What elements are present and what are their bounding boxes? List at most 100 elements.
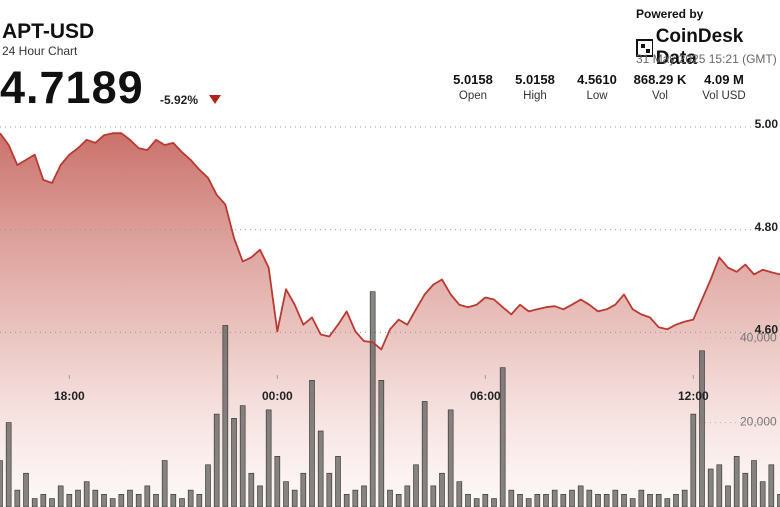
volume-bar <box>603 494 610 507</box>
volume-bar <box>291 489 298 507</box>
volume-bar <box>560 494 567 507</box>
brand: CoinDesk Data <box>655 26 744 69</box>
volume-bar <box>196 494 203 507</box>
stat: 5.0158 High <box>500 72 570 102</box>
volume-bar <box>543 494 549 507</box>
volume-bar <box>647 494 653 507</box>
volume-bar <box>491 498 497 507</box>
volume-bar <box>586 489 593 507</box>
symbol: APT-USD <box>2 20 95 43</box>
down-arrow <box>209 95 221 104</box>
volume-bar <box>517 494 523 507</box>
volume-bar <box>83 481 90 507</box>
stat-label: High <box>523 90 547 102</box>
volume-bar <box>153 494 159 507</box>
volume-bar <box>222 325 229 507</box>
volume-bar <box>179 498 185 507</box>
volume-bar <box>161 460 168 507</box>
volume-bar <box>629 498 636 507</box>
price-line <box>0 132 780 351</box>
timestamp: 31 May 2025 15:21 (GMT) <box>636 52 777 66</box>
volume-bar <box>317 430 324 507</box>
volume-bar <box>14 489 21 507</box>
brand-logo: CoinDesk Data <box>636 26 780 70</box>
x-tick-label: 06:00 <box>470 389 501 403</box>
volume-bar <box>525 498 532 507</box>
change: -5.92% <box>160 93 199 107</box>
volume-bar <box>369 291 376 507</box>
volume-bar <box>777 494 780 507</box>
y2-tick-label: 20,000 <box>740 415 777 429</box>
volume-bar <box>655 494 662 507</box>
stat: 4.09 M Vol USD <box>689 72 759 102</box>
volume-bar <box>577 485 584 507</box>
volume-bar <box>378 380 385 507</box>
volume-bar <box>690 413 697 507</box>
volume-bar <box>716 464 723 507</box>
volume-bar <box>23 472 29 507</box>
volume-bar <box>699 350 705 507</box>
volume-bar <box>0 460 3 507</box>
x-tick-label: 18:00 <box>54 389 85 403</box>
y2-tick-label: 40,000 <box>740 330 777 344</box>
volume-bar <box>283 481 289 507</box>
stat-label: Vol <box>652 90 668 102</box>
volume-bar <box>439 472 445 507</box>
volume-bar <box>170 494 177 507</box>
logo-icon <box>636 39 653 57</box>
volume-bar <box>326 472 333 507</box>
volume-bar <box>612 489 619 507</box>
powered-by: Powered by <box>636 7 704 21</box>
price: 4.7189 <box>0 62 144 113</box>
price-area <box>0 133 780 507</box>
volume-bar <box>265 409 272 507</box>
volume-bar <box>664 498 671 507</box>
volume-bar <box>205 464 211 507</box>
volume-bar <box>465 494 471 507</box>
volume-bar <box>335 456 341 507</box>
volume-bar <box>595 494 601 507</box>
volume-bar <box>508 489 515 507</box>
volume-bar <box>187 489 194 507</box>
stat-value: 5.0158 <box>515 72 555 87</box>
x-tick-label: 12:00 <box>678 389 709 403</box>
y-tick-label: 4.80 <box>755 220 779 234</box>
subtitle: 24 Hour Chart <box>2 44 78 58</box>
x-tick-label: 00:00 <box>262 389 293 403</box>
volume-bar <box>421 401 428 507</box>
volume-bar <box>257 485 263 507</box>
stat-value: 4.5610 <box>577 72 617 87</box>
volume-bar <box>343 494 350 507</box>
volume-bar <box>681 489 688 507</box>
volume-bar <box>456 481 463 507</box>
volume-bar <box>569 489 575 507</box>
volume-bar <box>673 494 679 507</box>
stat-value: 868.29 K <box>633 72 687 87</box>
volume-bar <box>231 418 237 507</box>
volume-bar <box>300 472 307 507</box>
volume-bar <box>473 498 480 507</box>
volume-bar <box>239 405 246 507</box>
volume-bar <box>621 494 627 507</box>
stat-label: Low <box>586 90 608 102</box>
stat-label: Open <box>458 90 488 102</box>
stat-value: 4.09 M <box>704 72 744 87</box>
volume-bar <box>447 409 454 507</box>
volume-bar <box>213 413 220 507</box>
volume-bar <box>101 494 107 507</box>
volume-bar <box>534 494 541 507</box>
volume-bar <box>31 498 38 507</box>
volume-bar <box>49 498 55 507</box>
volume-bar <box>413 464 419 507</box>
volume-bar <box>5 422 12 507</box>
volume-bar <box>638 489 645 507</box>
volume-bar <box>361 485 367 507</box>
volume-bar <box>66 494 73 507</box>
volume-bar <box>759 481 766 507</box>
volume-bar <box>109 498 116 507</box>
stat: 5.0158 Open <box>438 72 508 102</box>
volume-bar <box>404 485 411 507</box>
y-tick-label: 5.00 <box>755 117 779 131</box>
